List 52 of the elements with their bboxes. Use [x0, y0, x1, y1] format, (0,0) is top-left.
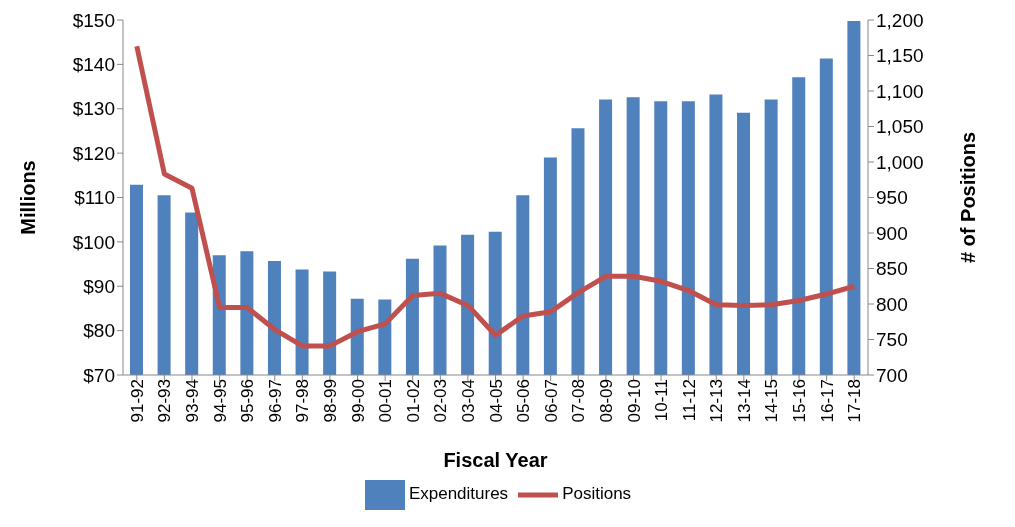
y-tick-label: $130 [72, 98, 115, 120]
y-tick-label: $80 [83, 320, 115, 342]
y-tick-label: $110 [74, 187, 115, 209]
x-tick-label: 06-07 [541, 379, 561, 423]
x-tick-label: 98-99 [321, 379, 341, 423]
x-tick-label: 14-15 [762, 379, 782, 423]
y2-tick-label: 1,000 [876, 151, 924, 173]
x-tick-label: 02-03 [431, 379, 451, 423]
x-tick-label: 94-95 [210, 379, 230, 423]
x-tick-label: 99-00 [348, 379, 368, 423]
x-tick-label: 12-13 [707, 379, 727, 423]
y-axis-title: Millions [17, 160, 40, 235]
y-tick-label: $100 [72, 231, 115, 253]
y2-tick-label: 750 [876, 329, 908, 351]
x-tick-label: 97-98 [293, 379, 313, 423]
x-tick-label: 00-01 [376, 379, 396, 423]
x-tick-label: 01-02 [403, 379, 423, 423]
x-tick-label: 03-04 [458, 379, 478, 423]
x-tick-label: 07-08 [569, 379, 589, 423]
x-tick-label: 96-97 [265, 379, 285, 423]
x-tick-label: 04-05 [486, 379, 506, 423]
y2-axis-title: # of Positions [957, 131, 980, 264]
y-tick-label: $140 [72, 54, 115, 76]
x-tick-label: 08-09 [596, 379, 616, 423]
x-tick-label: 11-12 [679, 379, 699, 422]
y2-tick-label: 1,150 [876, 45, 924, 67]
x-tick-label: 92-93 [155, 379, 175, 423]
x-tick-label: 91-92 [127, 379, 147, 423]
y-tick-label: $90 [83, 275, 115, 297]
y-tick-label: $70 [83, 364, 115, 386]
x-axis-title: Fiscal Year [443, 449, 548, 471]
y2-tick-label: 800 [876, 293, 908, 315]
y2-tick-label: 1,050 [876, 116, 924, 138]
y-tick-label: $150 [72, 9, 115, 31]
x-tick-label: 15-16 [790, 379, 810, 423]
x-tick-label: 10-11 [652, 379, 672, 422]
x-tick-label: 05-06 [514, 379, 534, 423]
legend-label: Expenditures [408, 484, 509, 504]
y2-tick-label: 700 [876, 364, 908, 386]
x-tick-label: 95-96 [238, 379, 258, 423]
legend-label: Positions [562, 484, 632, 504]
y2-tick-label: 900 [876, 222, 908, 244]
x-tick-label: 16-17 [817, 379, 837, 423]
y2-tick-label: 1,200 [876, 9, 924, 31]
x-tick-label: 17-18 [845, 379, 865, 423]
y2-tick-label: 850 [876, 258, 908, 280]
y2-tick-label: 950 [876, 187, 908, 209]
y2-tick-label: 1,100 [876, 80, 924, 102]
x-tick-label: 13-14 [734, 379, 754, 423]
y-tick-label: $120 [72, 142, 115, 164]
x-tick-label: 09-10 [624, 379, 644, 423]
x-tick-label: 93-94 [183, 379, 203, 423]
